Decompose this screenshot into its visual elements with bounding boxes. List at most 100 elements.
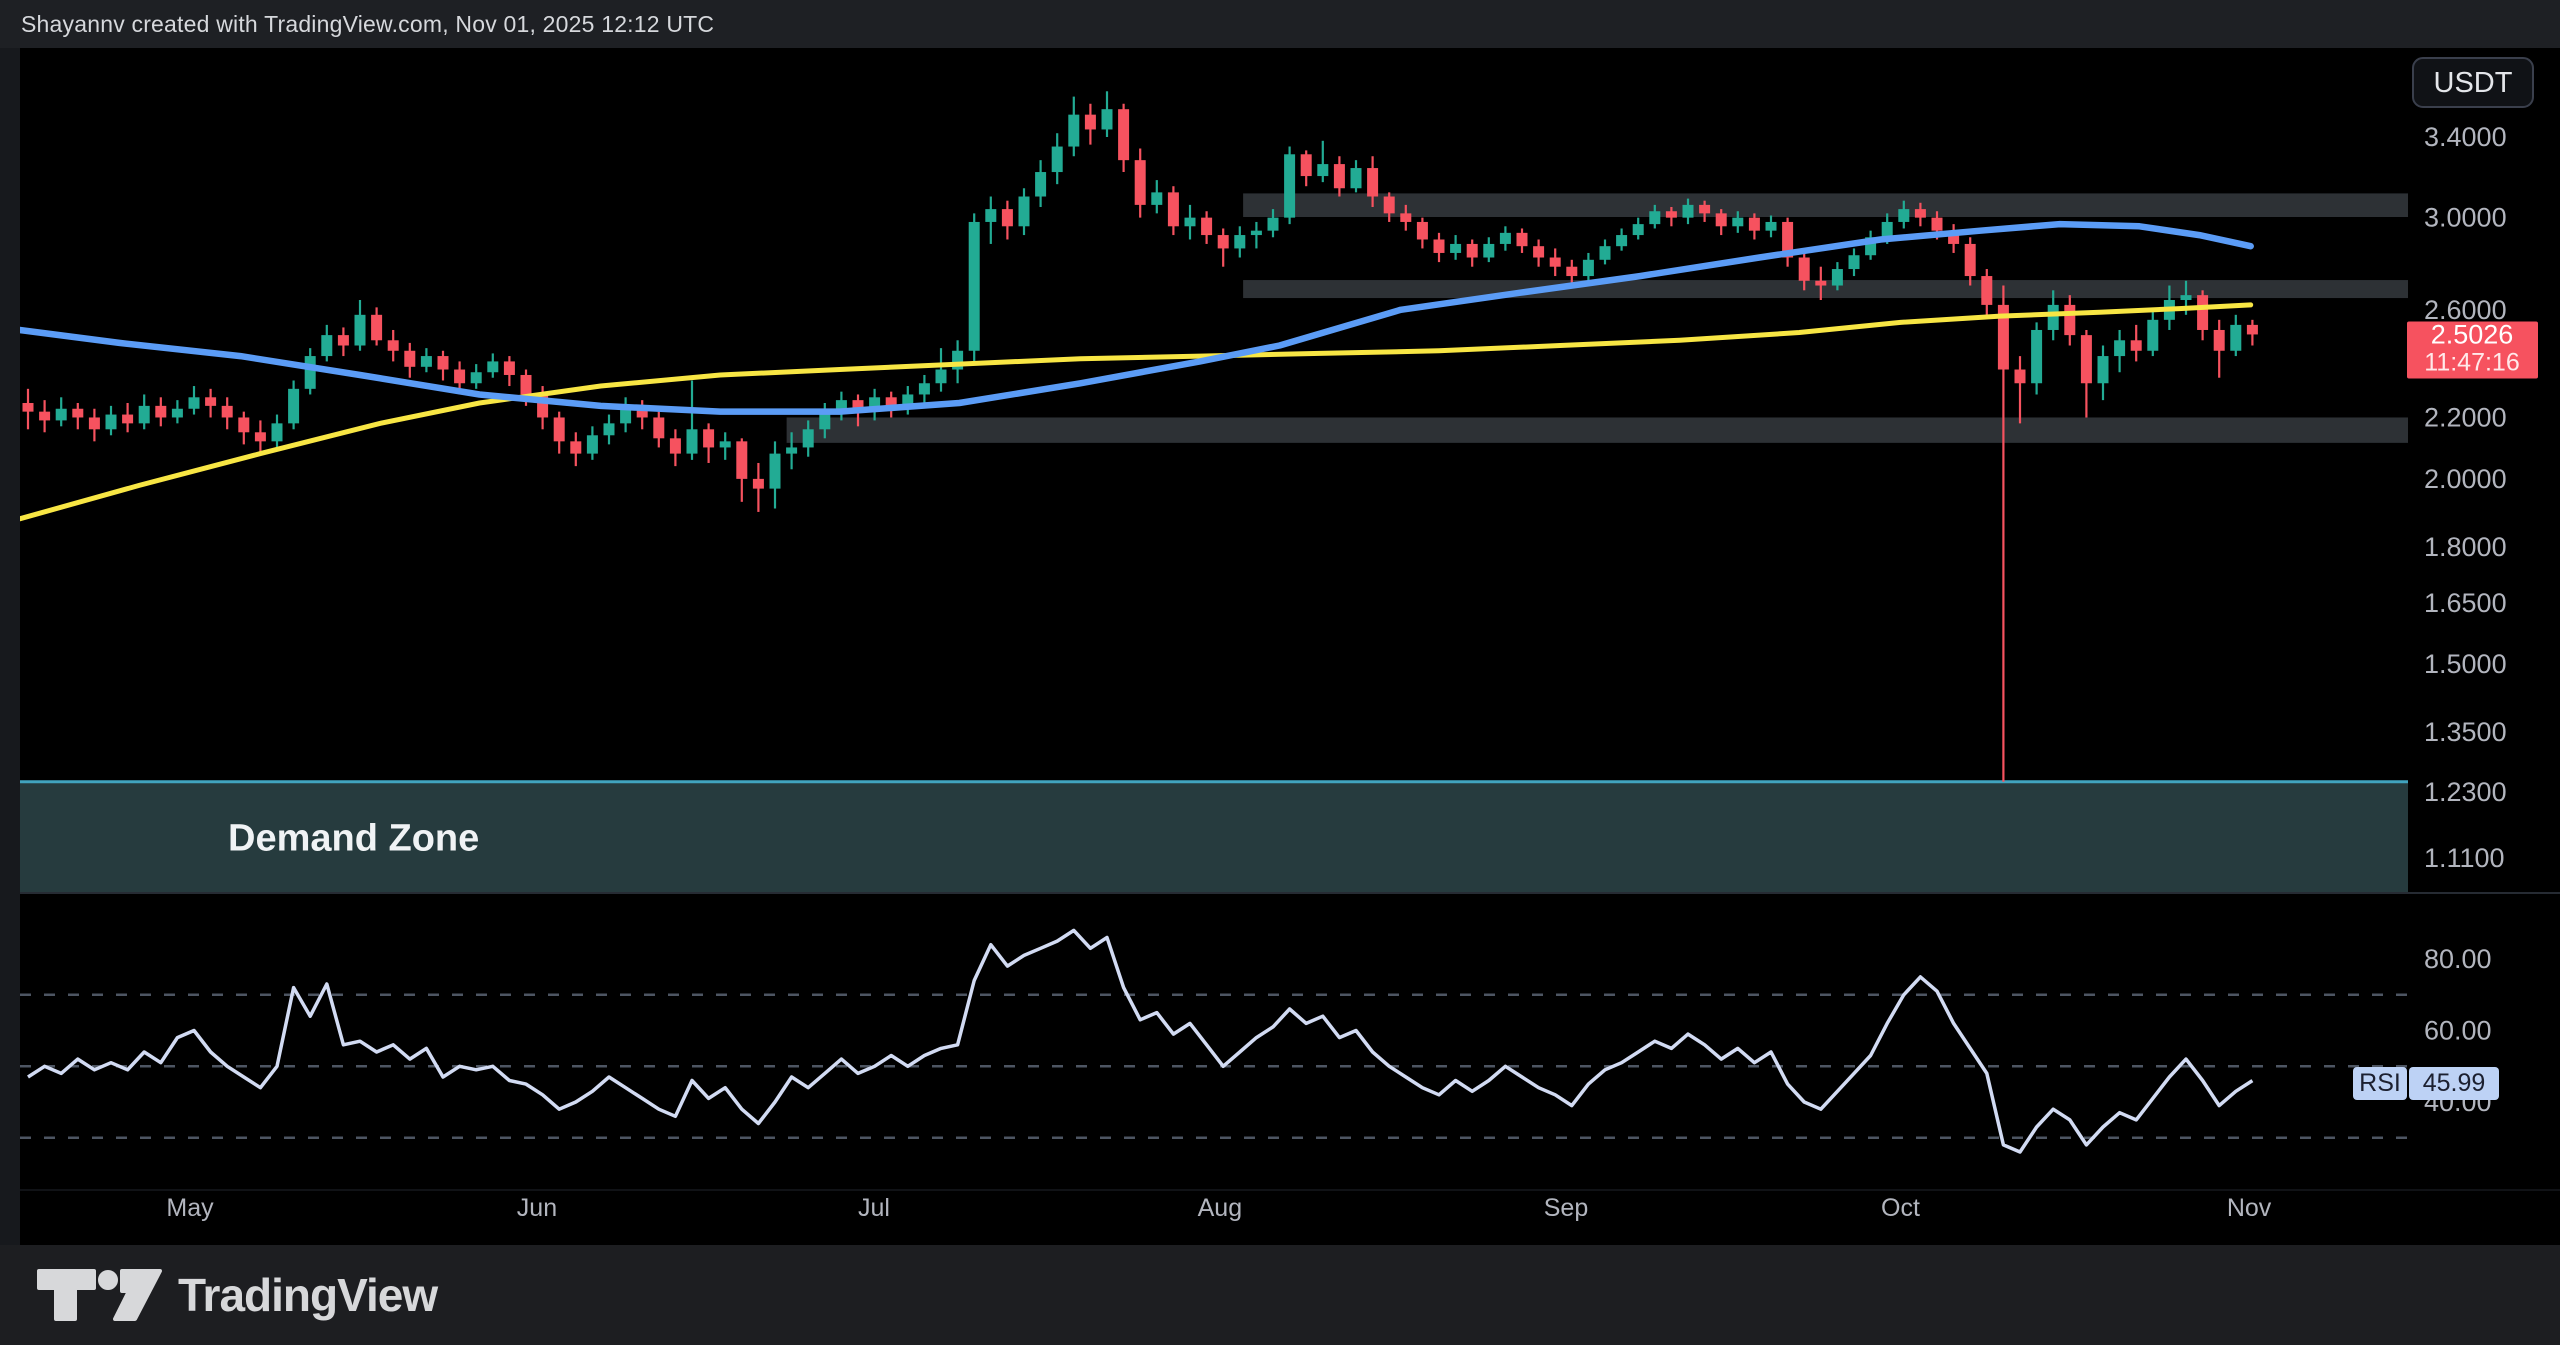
credit-text: Shayannv created with TradingView.com, N… bbox=[21, 10, 715, 37]
candle bbox=[1483, 237, 1495, 263]
candle-body bbox=[1483, 243, 1495, 258]
price-tick-label: 1.8000 bbox=[2424, 532, 2507, 562]
candle-body bbox=[354, 314, 366, 346]
candle bbox=[2097, 345, 2109, 401]
candle bbox=[902, 386, 914, 415]
candle bbox=[1981, 269, 1993, 315]
last-price-label: 2.5026 bbox=[2431, 319, 2514, 349]
candle bbox=[1184, 204, 1196, 240]
candle bbox=[22, 388, 34, 430]
candle bbox=[2064, 295, 2076, 346]
candle-body bbox=[188, 397, 200, 409]
month-label[interactable]: Nov bbox=[2227, 1194, 2272, 1222]
price-tick-label: 3.0000 bbox=[2424, 203, 2507, 233]
candle-body bbox=[1748, 217, 1760, 231]
candle bbox=[2031, 322, 2043, 395]
candle bbox=[918, 374, 930, 403]
candle-body bbox=[802, 429, 814, 448]
candle-body bbox=[122, 414, 134, 424]
candle bbox=[1018, 188, 1030, 236]
candle bbox=[736, 438, 748, 502]
candle-body bbox=[835, 400, 847, 412]
candle-body bbox=[2147, 319, 2159, 351]
month-label[interactable]: Jul bbox=[858, 1194, 890, 1222]
candle bbox=[1201, 211, 1213, 244]
candle bbox=[1848, 248, 1860, 277]
candle bbox=[371, 307, 383, 346]
chart-left-gutter bbox=[0, 48, 20, 1245]
candle bbox=[1599, 239, 1611, 265]
candle-body bbox=[1134, 160, 1146, 205]
month-label[interactable]: May bbox=[166, 1194, 214, 1222]
candle-body bbox=[769, 453, 781, 489]
candle bbox=[1300, 150, 1312, 187]
candle bbox=[1798, 250, 1810, 291]
candle bbox=[1068, 96, 1080, 157]
candle bbox=[553, 411, 565, 454]
candle-body bbox=[404, 350, 416, 367]
price-tick-label: 2.0000 bbox=[2424, 464, 2507, 494]
month-label[interactable]: Sep bbox=[1544, 1194, 1588, 1222]
candle-body bbox=[288, 388, 300, 424]
candle bbox=[1782, 217, 1794, 267]
candle-body bbox=[387, 340, 399, 351]
candle bbox=[1649, 204, 1661, 229]
candle-body bbox=[1466, 243, 1478, 258]
month-label[interactable]: Aug bbox=[1198, 1194, 1242, 1222]
candle bbox=[1549, 248, 1561, 277]
candle-body bbox=[1931, 217, 1943, 231]
rsi-badge bbox=[2353, 1067, 2407, 1100]
candle bbox=[1433, 232, 1445, 263]
candle-body bbox=[1632, 224, 1644, 236]
candle-body bbox=[1433, 239, 1445, 253]
candle bbox=[1914, 202, 1926, 227]
candle-body bbox=[1516, 232, 1528, 247]
brand-wordmark[interactable]: TradingView bbox=[178, 1269, 438, 1321]
candle-body bbox=[1068, 114, 1080, 147]
candle bbox=[1051, 133, 1063, 185]
candle-body bbox=[1682, 204, 1694, 218]
credit-bar: Shayannv created with TradingView.com, N… bbox=[0, 0, 2560, 48]
candle bbox=[2213, 319, 2225, 378]
candle bbox=[1865, 230, 1877, 260]
candle bbox=[487, 353, 499, 378]
candle bbox=[752, 462, 764, 512]
candle-body bbox=[221, 405, 233, 418]
candle bbox=[1101, 91, 1113, 137]
candle bbox=[1748, 213, 1760, 240]
candle-body bbox=[1317, 164, 1329, 177]
candle-body bbox=[537, 394, 549, 418]
candle-body bbox=[1765, 221, 1777, 231]
candle bbox=[254, 420, 266, 454]
currency-badge[interactable] bbox=[2412, 57, 2534, 108]
candle bbox=[769, 441, 781, 509]
candle-body bbox=[304, 356, 316, 389]
candle-body bbox=[1699, 204, 1711, 214]
candle-body bbox=[1383, 196, 1395, 214]
candle-body bbox=[39, 411, 51, 421]
month-label[interactable]: Jun bbox=[517, 1194, 557, 1222]
candle bbox=[188, 386, 200, 415]
candle-body bbox=[1997, 304, 2009, 370]
candle bbox=[1682, 198, 1694, 225]
candle-body bbox=[55, 408, 67, 421]
candle-body bbox=[1267, 217, 1279, 231]
candle-body bbox=[437, 356, 449, 370]
candle-body bbox=[1981, 276, 1993, 305]
candle bbox=[1582, 252, 1594, 281]
price-axis[interactable]: 3.4000 3.0000 2.6000 2.2000 2.0000 1.8000 1.65… bbox=[2353, 57, 2538, 1117]
candle bbox=[620, 397, 632, 433]
candle-body bbox=[1798, 257, 1810, 281]
candle-body bbox=[1964, 243, 1976, 277]
tradingview-logo-icon[interactable] bbox=[36, 1268, 164, 1322]
candle bbox=[2014, 356, 2026, 424]
candle-body bbox=[669, 438, 681, 454]
candle-body bbox=[1599, 246, 1611, 260]
candle-body bbox=[2064, 304, 2076, 336]
candle bbox=[719, 432, 731, 460]
candle-body bbox=[1217, 235, 1229, 249]
month-label[interactable]: Oct bbox=[1881, 1194, 1920, 1222]
candle-body bbox=[869, 397, 881, 412]
candle-body bbox=[503, 361, 515, 375]
